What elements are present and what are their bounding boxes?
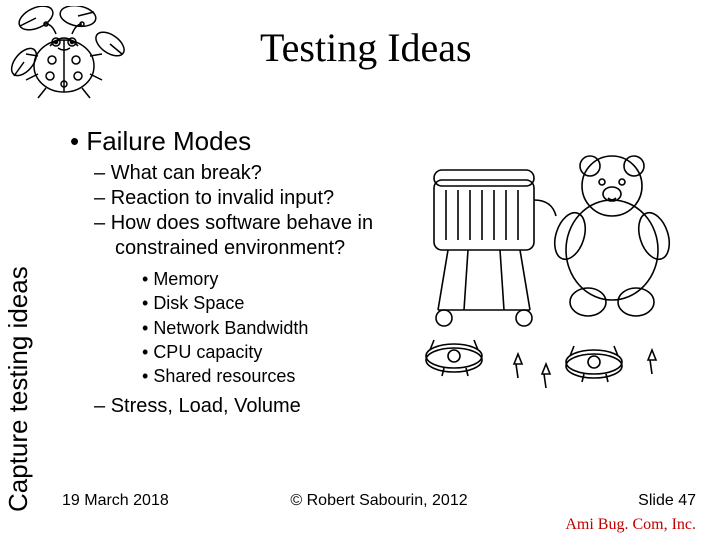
- dash-item: Reaction to invalid input?: [94, 186, 400, 211]
- dash-item: What can break?: [94, 161, 400, 186]
- sub-bullet: Memory: [142, 267, 400, 291]
- bullet-heading: Failure Modes: [70, 126, 400, 157]
- sub-bullet: Shared resources: [142, 364, 400, 388]
- slide-title: Testing Ideas: [260, 24, 472, 71]
- content-block: Failure Modes What can break? Reaction t…: [70, 126, 400, 419]
- sidebar-caption-text: Capture testing ideas: [3, 266, 34, 512]
- slide: Testing Ideas Capture testing ideas Fail…: [0, 0, 720, 540]
- ladybug-icon: [6, 6, 126, 116]
- dash-item: How does software behave in constrained …: [94, 211, 400, 261]
- sub-bullet-list: Memory Disk Space Network Bandwidth CPU …: [142, 267, 400, 388]
- footer-company: Ami Bug. Com, Inc.: [565, 516, 696, 534]
- footer-date: 19 March 2018: [62, 492, 169, 510]
- sub-bullet: Network Bandwidth: [142, 316, 400, 340]
- broken-toy-icon: [394, 140, 694, 410]
- dash-item: Stress, Load, Volume: [94, 394, 400, 419]
- sub-bullet: Disk Space: [142, 291, 400, 315]
- sub-bullet: CPU capacity: [142, 340, 400, 364]
- footer: 19 March 2018 © Robert Sabourin, 2012 Sl…: [62, 492, 696, 510]
- footer-copyright: © Robert Sabourin, 2012: [290, 492, 467, 510]
- footer-slide-number: Slide 47: [638, 492, 696, 510]
